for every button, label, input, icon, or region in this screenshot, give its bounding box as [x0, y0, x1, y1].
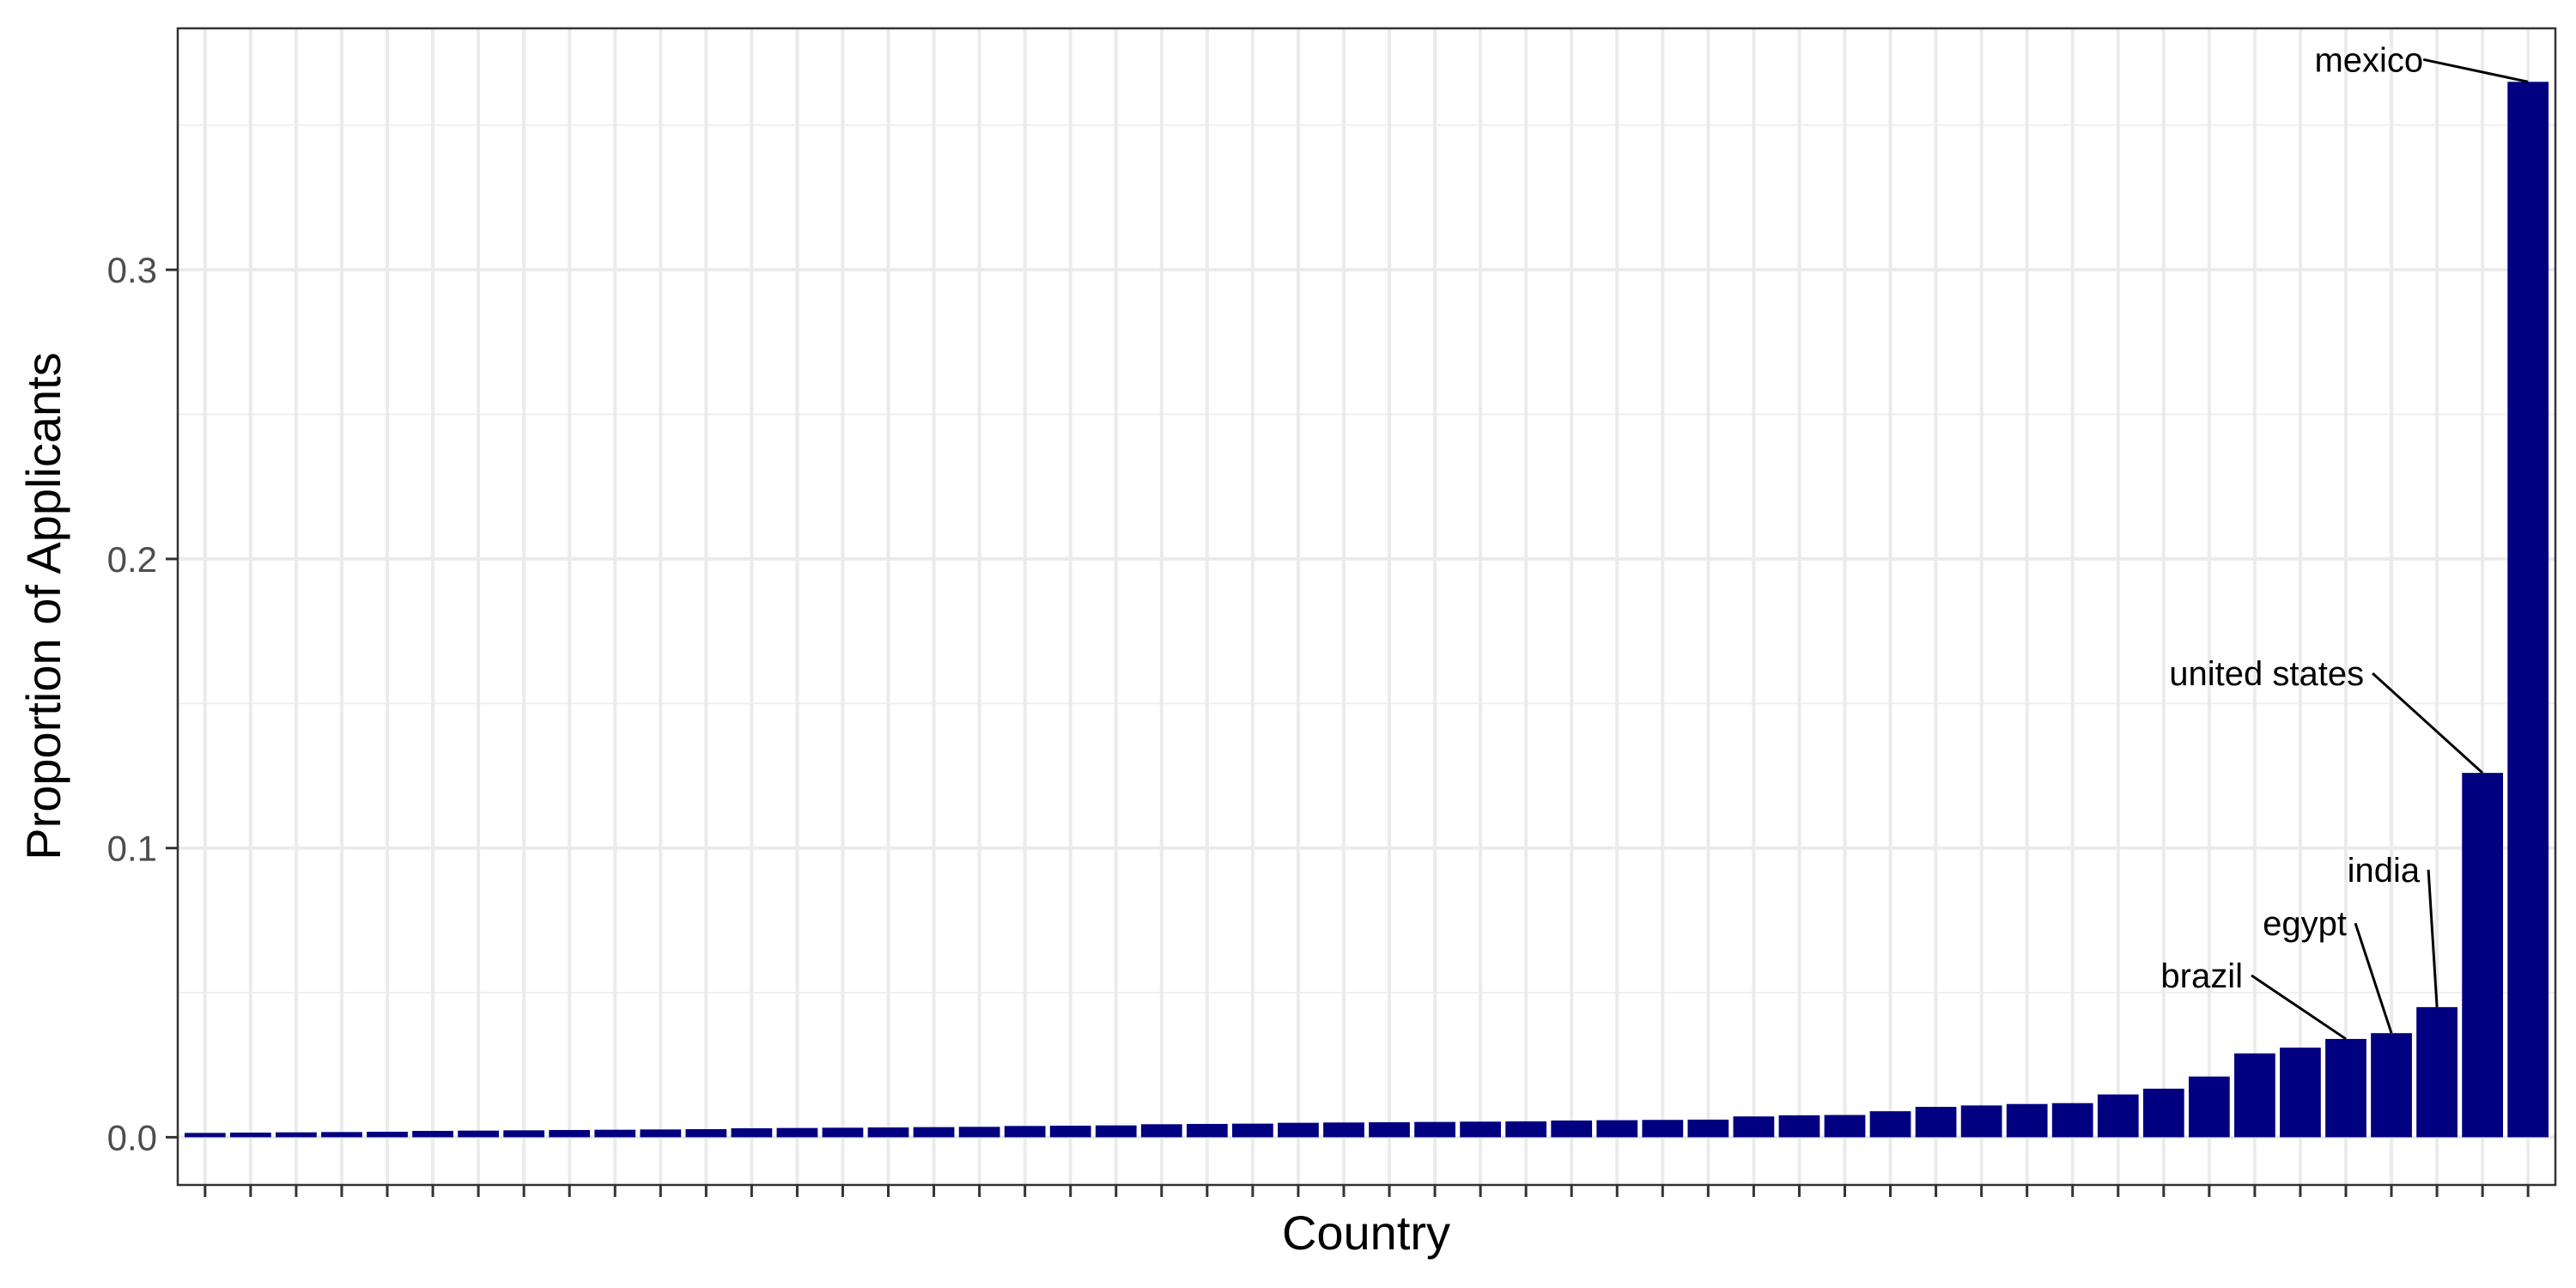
bar	[2188, 1076, 2230, 1138]
bar	[1049, 1125, 1091, 1138]
bar	[913, 1127, 955, 1138]
bar	[594, 1129, 636, 1138]
bar	[2371, 1033, 2412, 1138]
bar	[2142, 1088, 2184, 1138]
bar	[1687, 1119, 1729, 1138]
bar	[1642, 1120, 1684, 1138]
bar	[1733, 1116, 1775, 1138]
annotation-leader-line	[2422, 58, 2529, 83]
bar	[1551, 1120, 1593, 1138]
bar	[1004, 1126, 1046, 1138]
annotation-label: brazil	[2160, 957, 2243, 995]
bar	[184, 1133, 226, 1138]
annotation-leader-line	[2427, 869, 2439, 1007]
bar	[458, 1130, 499, 1138]
annotation-label: mexico	[2314, 41, 2423, 79]
bar	[1186, 1123, 1228, 1138]
y-tick-label: 0.1	[107, 829, 157, 869]
bar	[776, 1127, 818, 1138]
bar	[276, 1132, 317, 1138]
y-tick-label: 0.2	[107, 539, 157, 580]
bar	[2006, 1103, 2048, 1138]
bar	[1278, 1122, 1319, 1138]
x-ticks-layer	[204, 1185, 2530, 1197]
bar	[731, 1127, 773, 1138]
bar	[958, 1127, 1000, 1138]
annotation-label: india	[2348, 852, 2421, 890]
bar	[2097, 1094, 2139, 1138]
bar	[1369, 1121, 1410, 1138]
bar	[1323, 1122, 1364, 1138]
annotation-leader-line	[2354, 922, 2393, 1034]
bar	[2507, 82, 2549, 1138]
y-ticks-layer: 0.0 0.1 0.2 0.3	[107, 250, 178, 1157]
bar	[1869, 1111, 1911, 1138]
y-axis-title: Proportion of Applicants	[16, 352, 70, 860]
bar	[1095, 1125, 1137, 1138]
annotation-leader-line	[2251, 974, 2347, 1041]
bar	[2462, 773, 2503, 1138]
bar	[1505, 1121, 1547, 1138]
bar	[321, 1132, 362, 1138]
bar	[685, 1129, 727, 1138]
bar	[230, 1133, 271, 1138]
bar	[867, 1127, 909, 1138]
grid-layer	[178, 28, 2555, 1185]
bar	[503, 1130, 545, 1138]
bar	[1414, 1121, 1455, 1138]
bar	[412, 1131, 453, 1138]
bar	[1140, 1124, 1182, 1138]
plot-panel-background	[178, 28, 2555, 1185]
bar	[1960, 1105, 2002, 1138]
bar	[1232, 1123, 1273, 1138]
bar	[2051, 1103, 2093, 1138]
y-tick-label: 0.3	[107, 250, 157, 290]
bar	[1596, 1120, 1638, 1138]
bar	[2234, 1053, 2275, 1138]
bar	[822, 1127, 864, 1138]
bar	[2280, 1048, 2321, 1138]
y-tick-label: 0.0	[107, 1117, 157, 1157]
bar	[2325, 1038, 2366, 1138]
bars-layer	[184, 82, 2549, 1138]
annotation-label: egypt	[2263, 905, 2347, 943]
bar	[1824, 1115, 1866, 1138]
annotation-leader-line	[2372, 672, 2484, 775]
bar	[367, 1132, 408, 1138]
bar	[1460, 1121, 1501, 1138]
x-axis-title: Country	[1282, 1206, 1450, 1260]
bar	[1915, 1107, 1957, 1138]
bar	[2416, 1006, 2458, 1138]
bar	[640, 1129, 682, 1138]
bar	[1778, 1115, 1820, 1138]
plot-panel-border	[176, 27, 2557, 1187]
bar	[549, 1130, 591, 1138]
annotation-label: united states	[2169, 655, 2364, 693]
